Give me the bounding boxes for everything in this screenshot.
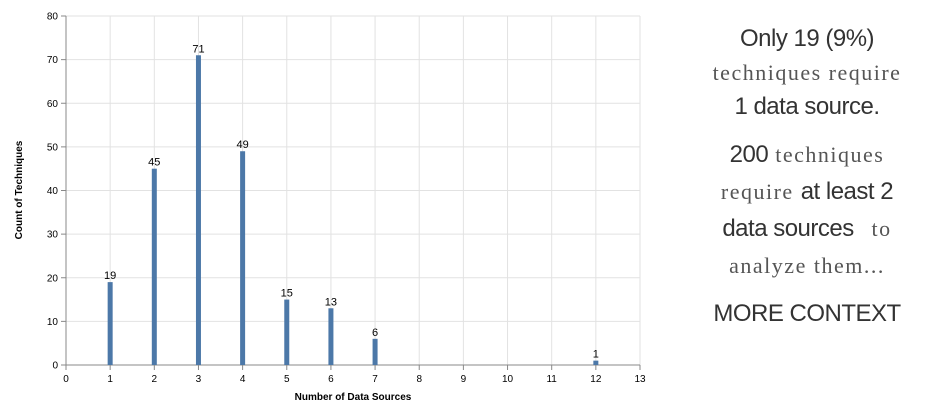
count-200: 200 [729, 141, 769, 168]
summary-line-3: 1 data source. [734, 93, 880, 120]
summary-text-to: to [871, 216, 892, 241]
summary-line-6: data sources to [672, 212, 942, 249]
summary-line-1: Only 19 (9%) [739, 25, 875, 52]
grid [65, 15, 641, 366]
bar [284, 299, 290, 365]
x-tick-label: 13 [634, 374, 646, 385]
summary-line-5: require at least 2 [672, 175, 942, 212]
bar-value-label: 19 [104, 270, 116, 282]
bar [240, 151, 246, 365]
x-tick-label: 11 [546, 374, 557, 385]
summary-text-require: require [720, 179, 801, 204]
bar-value-label: 71 [192, 43, 204, 55]
bar [151, 168, 157, 365]
bar-value-label: 49 [236, 139, 248, 151]
bar [107, 282, 113, 365]
y-tick-label: 80 [47, 12, 59, 23]
summary-line-2: techniques require [712, 60, 902, 85]
x-tick-label: 12 [590, 374, 602, 385]
summary-text-at-least-2: at least 2 [800, 178, 894, 205]
bar-chart: 0 1 2 3 4 5 6 7 8 9 10 11 12 13 0 10 20 30 40 50 60 70 80 19 45… [14, 12, 646, 404]
bar [195, 55, 201, 365]
summary-line-7: analyze them... [729, 253, 885, 278]
x-tick-label: 5 [284, 374, 290, 385]
summary-text-data-sources: data sources [722, 215, 854, 242]
more-context-link[interactable]: MORE CONTEXT [713, 300, 901, 327]
y-tick-label: 50 [47, 142, 59, 153]
summary-panel: Only 19 (9%) techniques require 1 data s… [672, 22, 942, 331]
bars [107, 55, 599, 365]
bar [593, 360, 599, 365]
x-tick-label: 2 [152, 374, 158, 385]
bar [328, 308, 334, 365]
y-tick-label: 60 [47, 99, 59, 110]
bar-value-label: 15 [281, 288, 293, 300]
x-tick-label: 3 [196, 374, 202, 385]
y-tick-label: 70 [47, 55, 59, 66]
x-tick-label: 0 [63, 374, 69, 385]
bar-value-label: 45 [148, 157, 160, 169]
bar [372, 338, 378, 365]
value-labels: 19 45 71 49 15 13 6 1 [104, 43, 599, 360]
summary-text-techniques: techniques [768, 142, 885, 167]
x-tick-label: 4 [240, 374, 246, 385]
bar-value-label: 13 [325, 296, 337, 308]
x-tick-label: 6 [328, 374, 334, 385]
y-tick-label: 0 [52, 361, 58, 372]
x-tick-label: 1 [107, 374, 113, 385]
bar-value-label: 1 [593, 349, 599, 361]
bar-value-label: 6 [372, 327, 378, 339]
y-axis-title: Count of Techniques [14, 140, 25, 239]
x-tick-label: 7 [372, 374, 378, 385]
x-tick-label: 10 [502, 374, 514, 385]
y-tick-label: 10 [47, 317, 59, 328]
x-tick-label: 8 [416, 374, 422, 385]
x-tick-label: 9 [461, 374, 467, 385]
y-tick-label: 40 [47, 186, 59, 197]
summary-line-4: 200 techniques [672, 138, 942, 175]
y-tick-label: 30 [47, 230, 59, 241]
y-tick-label: 20 [47, 273, 59, 284]
x-axis-title: Number of Data Sources [295, 392, 412, 403]
